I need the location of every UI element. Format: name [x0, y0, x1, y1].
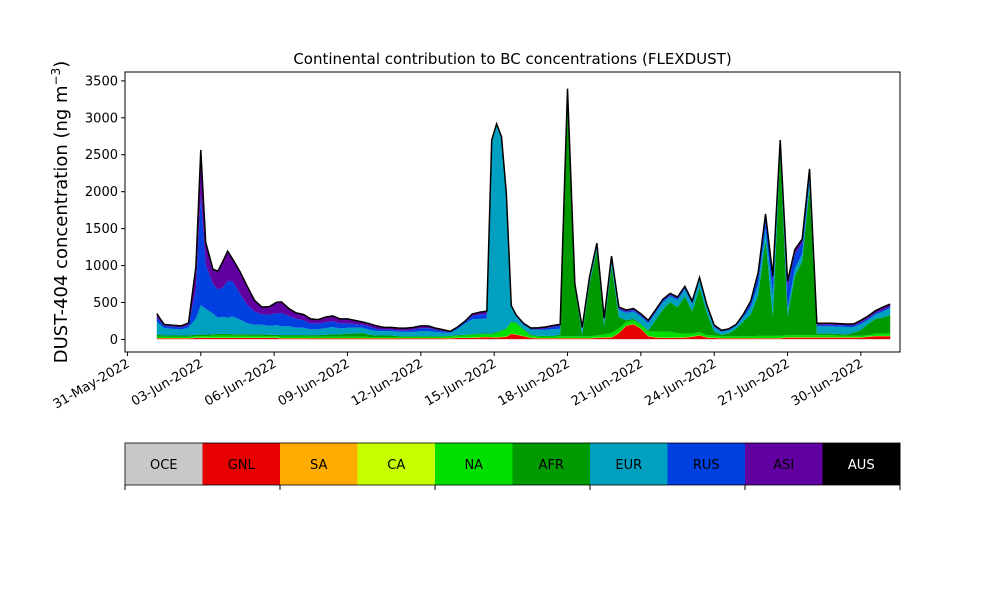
legend-frame: [124, 442, 901, 486]
y-tick-label: 2000: [85, 185, 118, 200]
legend-label-eur: EUR: [615, 458, 642, 473]
legend-swatch-afr: [512, 443, 591, 485]
legend-label-oce: OCE: [150, 458, 178, 473]
y-tick-label: 500: [93, 296, 118, 311]
chart-title: Continental contribution to BC concentra…: [293, 50, 731, 68]
legend-swatch-na: [435, 443, 513, 485]
legend-swatch-aus: [822, 443, 901, 485]
legend-label-asi: ASI: [773, 458, 794, 473]
legend-swatch-asi: [745, 443, 823, 485]
legend-swatch-ca: [357, 443, 436, 485]
legend-swatch-rus: [667, 443, 746, 485]
legend-swatch-sa: [280, 443, 358, 485]
legend-label-gnl: GNL: [228, 458, 256, 473]
total-outline: [156, 88, 891, 333]
legend-swatch-eur: [590, 443, 668, 485]
y-tick-label: 3000: [85, 111, 118, 126]
plot-area: [156, 88, 891, 340]
y-tick-label: 3500: [85, 74, 118, 89]
legend-label-rus: RUS: [693, 458, 720, 473]
y-tick-label: 1000: [85, 259, 118, 274]
legend-label-na: NA: [464, 458, 483, 473]
legend-label-ca: CA: [387, 458, 405, 473]
legend-label-afr: AFR: [539, 458, 564, 473]
legend: OCE GNL SA CA NA AFR EUR RUS ASI AUS: [124, 442, 901, 490]
y-tick-label: 1500: [85, 222, 118, 237]
area-gnl: [156, 324, 891, 340]
y-tick-label: 0: [110, 333, 118, 348]
plot-frame: [124, 71, 901, 353]
legend-swatch-gnl: [202, 443, 281, 485]
legend-label-sa: SA: [310, 458, 327, 473]
area-na: [156, 320, 891, 339]
y-axis-label: DUST-404 concentration (ng m−3): [49, 61, 72, 364]
area-rus: [156, 89, 891, 333]
y-axis: 0 500 1000 1500 2000 2500 3000 3500: [85, 74, 125, 348]
legend-label-aus: AUS: [848, 458, 875, 473]
legend-swatch-oce: [125, 443, 203, 485]
y-tick-label: 2500: [85, 148, 118, 163]
